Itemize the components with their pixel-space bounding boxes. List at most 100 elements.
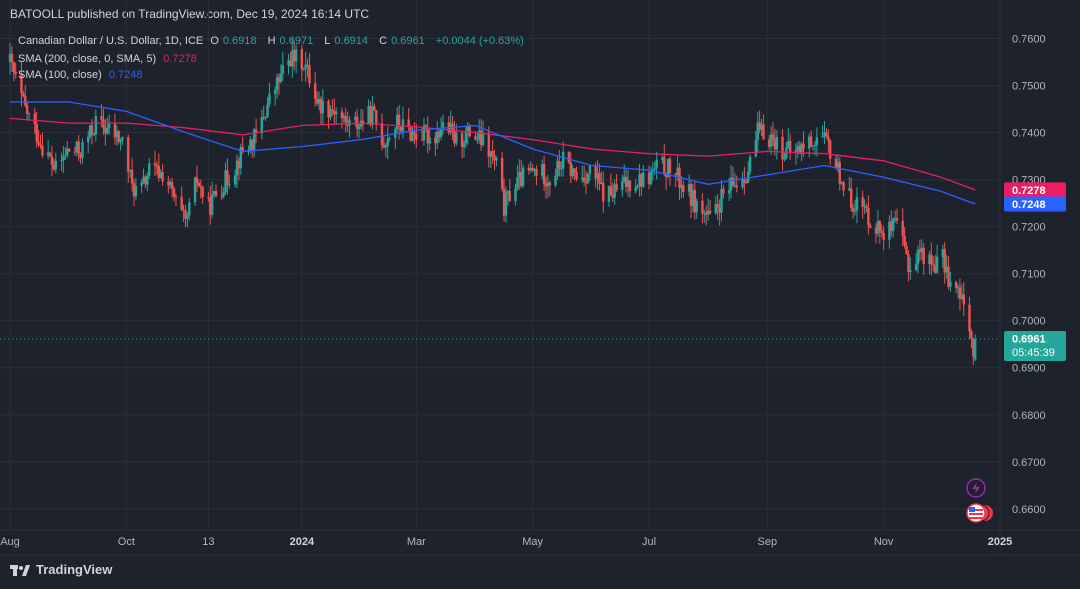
x-tick-label: Nov [874, 536, 894, 548]
candle-up [224, 170, 227, 193]
candle-up [655, 159, 658, 169]
candle-up [974, 339, 977, 360]
candle-up [914, 264, 918, 271]
candle-up [909, 270, 912, 272]
candle-up [787, 140, 790, 148]
candle-down [79, 153, 82, 158]
grid-layer [0, 0, 1001, 530]
tradingview-logo[interactable]: TradingView [10, 562, 112, 577]
candle-down [420, 139, 424, 141]
candle-up [691, 190, 695, 206]
candle-down [214, 191, 218, 197]
candle-down [373, 106, 376, 111]
candle-up [239, 147, 243, 169]
candle-down [289, 60, 292, 67]
candle-up [159, 172, 162, 179]
candle-up [441, 122, 445, 130]
candle-down [901, 220, 904, 236]
lightning-icon[interactable] [966, 478, 986, 498]
candle-up [27, 113, 31, 115]
candle-up [8, 53, 12, 62]
tradingview-logo-text: TradingView [36, 562, 113, 577]
candle-down [426, 129, 429, 144]
candle-down [327, 100, 330, 118]
candle-down [689, 184, 693, 206]
candle-up [94, 116, 98, 135]
candle-down [962, 294, 965, 305]
candle-down [77, 141, 80, 154]
candle-down [262, 117, 265, 119]
candle-up [695, 200, 698, 213]
candle-up [228, 184, 231, 186]
candle-down [918, 249, 922, 253]
sma200-badge [1004, 182, 1066, 198]
candle-down [722, 188, 725, 194]
candle-down [90, 125, 94, 135]
candle-down [943, 249, 946, 273]
candle-up [186, 215, 189, 219]
candle-down [903, 235, 906, 246]
candle-up [623, 176, 626, 182]
y-tick-label: 0.7500 [1012, 81, 1046, 93]
candle-down [67, 148, 71, 152]
candle-down [375, 110, 378, 124]
candle-down [113, 123, 117, 138]
candle-down [716, 204, 719, 208]
candle-up [478, 130, 481, 140]
candle-down [48, 152, 52, 157]
candle-down [762, 124, 765, 140]
candle-down [100, 116, 103, 120]
x-tick-label: 13 [202, 536, 214, 548]
legend-symbol[interactable]: Canadian Dollar / U.S. Dollar, 1D, ICE [18, 35, 204, 47]
candle-up [462, 143, 466, 147]
candle-down [130, 169, 134, 184]
candle-up [848, 188, 851, 191]
candle-down [798, 145, 801, 154]
candle-up [661, 157, 664, 160]
candle-down [668, 158, 672, 174]
economic-events-icon[interactable] [966, 503, 993, 523]
candle-up [561, 151, 565, 169]
candle-up [876, 221, 880, 234]
axis-layer: 0.76000.75000.74000.73000.72000.71000.70… [0, 0, 1080, 556]
candle-up [304, 64, 307, 69]
candle-up [760, 124, 763, 130]
candle-up [439, 129, 443, 138]
candle-up [945, 266, 948, 273]
candle-down [880, 230, 883, 233]
candle-up [748, 156, 752, 172]
candle-up [888, 221, 891, 240]
candle-down [932, 264, 935, 266]
candle-down [39, 144, 42, 146]
x-tick-label: Mar [407, 536, 426, 548]
legend-sma200[interactable]: SMA (200, close, 0, SMA, 5) 0.7278 [18, 53, 201, 65]
candle-down [207, 197, 210, 199]
candle-down [479, 130, 483, 146]
candle-down [890, 221, 893, 231]
candle-up [727, 190, 731, 194]
candle-up [371, 106, 374, 125]
candle-up [357, 126, 361, 129]
legend-low: L 0.6914 [324, 35, 369, 47]
candle-down [773, 138, 777, 150]
candle-up [188, 202, 191, 216]
candle-up [747, 171, 750, 183]
candle-up [783, 158, 786, 160]
legend-sma100[interactable]: SMA (100, close) 0.7248 [18, 69, 146, 81]
x-tick-label: Sep [757, 536, 777, 548]
candle-up [354, 116, 357, 120]
candle-down [500, 157, 504, 189]
candle-up [75, 141, 78, 153]
candle-down [104, 127, 107, 134]
candle-down [340, 111, 344, 119]
candle-down [809, 136, 813, 147]
candle-up [754, 140, 758, 157]
candles-layer [8, 38, 977, 366]
candle-up [756, 122, 759, 141]
candle-up [586, 173, 590, 184]
candle-up [733, 185, 737, 187]
candle-up [264, 116, 267, 119]
legend-sma100-value: 0.7248 [108, 69, 143, 81]
candle-down [584, 181, 588, 184]
